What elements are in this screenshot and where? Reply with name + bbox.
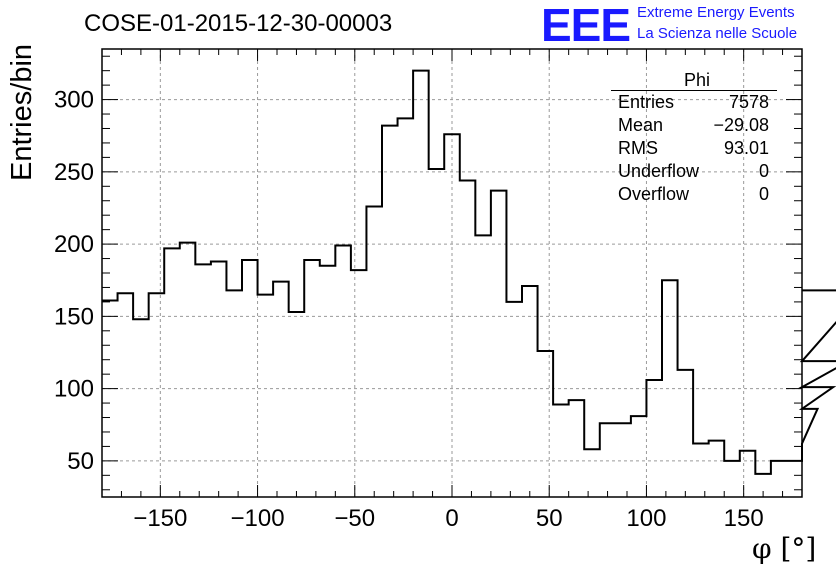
histogram-bin	[133, 319, 149, 497]
histogram-bin	[149, 293, 165, 497]
stats-value: 7578	[728, 92, 769, 112]
histogram-bin	[631, 416, 647, 497]
x-tick-label: 100	[626, 505, 666, 532]
histogram-bin	[164, 248, 180, 497]
logo-caption-line1: Extreme Energy Events	[637, 4, 795, 21]
x-tick-label: 150	[724, 505, 764, 532]
stats-value: 0	[758, 184, 769, 204]
histogram-bin	[553, 405, 569, 497]
histogram-bin	[786, 461, 802, 497]
histogram-bin	[180, 243, 196, 497]
histogram-bin	[491, 191, 507, 497]
histogram-bin	[522, 286, 538, 497]
histogram-bin	[475, 235, 491, 497]
histogram-bin	[615, 423, 631, 497]
histogram-bin	[195, 264, 211, 497]
histogram-bin	[398, 118, 414, 497]
x-tick-label: −150	[133, 505, 187, 532]
chart-title: COSE-01-2015-12-30-00003	[84, 10, 393, 37]
histogram-bin	[600, 423, 616, 497]
stats-box: Phi Entries 7578 Mean −29.08 RMS 93.01 U…	[611, 70, 777, 206]
stats-row-underflow: Underflow 0	[611, 160, 777, 183]
histogram-bin	[382, 126, 398, 497]
histogram-bin	[584, 449, 600, 497]
histogram-series-line	[102, 69, 836, 475]
histogram-bin	[320, 266, 336, 497]
histogram-bin	[538, 351, 554, 497]
histogram-bin	[413, 71, 429, 497]
histogram-bin	[771, 461, 787, 497]
y-tick-label: 200	[54, 231, 94, 258]
stats-row-entries: Entries 7578	[611, 91, 777, 114]
histogram-bin	[740, 451, 756, 497]
y-tick-label: 250	[54, 159, 94, 186]
histogram-bin	[351, 270, 367, 497]
histogram-bin	[366, 207, 382, 497]
stats-row-overflow: Overflow 0	[611, 183, 777, 206]
histogram-bin	[724, 461, 740, 497]
logo-caption-line2: La Scienza nelle Scuole	[637, 25, 798, 42]
histogram-bin	[678, 370, 694, 497]
histogram-bin	[444, 134, 460, 497]
y-tick-label: 50	[67, 448, 94, 475]
stats-row-rms: RMS 93.01	[611, 137, 777, 160]
stats-value: −29.08	[713, 115, 769, 135]
y-tick-label: 150	[54, 303, 94, 330]
stats-row-mean: Mean −29.08	[611, 114, 777, 137]
stats-key: Entries	[618, 92, 675, 112]
stats-value: 0	[758, 161, 769, 181]
stats-value: 93.01	[723, 138, 769, 158]
histogram-bin	[102, 300, 118, 497]
histogram-bin	[506, 302, 522, 497]
histogram-bin	[335, 246, 351, 497]
stats-key: Underflow	[618, 161, 700, 181]
histogram-bin	[258, 295, 274, 497]
stats-key: Overflow	[618, 184, 690, 204]
y-tick-label: 300	[54, 87, 94, 114]
histogram-bin	[226, 290, 242, 497]
histogram-bin	[429, 169, 445, 497]
stats-key: RMS	[618, 138, 658, 158]
x-axis-label: φ [°]	[752, 532, 817, 565]
eee-logo: EEE	[541, 0, 631, 51]
y-axis-label: Entries/bin	[6, 43, 38, 181]
histogram-bin	[569, 400, 585, 497]
histogram-bin	[709, 441, 725, 497]
x-tick-label: −50	[334, 505, 375, 532]
y-tick-label: 100	[54, 376, 94, 403]
stats-name: Phi	[611, 70, 777, 91]
histogram-bin	[273, 282, 289, 497]
x-tick-label: 0	[445, 505, 458, 532]
histogram-bin	[304, 260, 320, 497]
histogram-bin	[289, 312, 305, 497]
histogram-bin	[242, 260, 258, 497]
histogram-bin	[460, 181, 476, 497]
histogram-bin	[118, 293, 134, 497]
histogram-bin	[693, 444, 709, 497]
stats-key: Mean	[618, 115, 664, 135]
x-tick-label: −100	[231, 505, 285, 532]
histogram-bin	[211, 261, 227, 497]
histogram-bin	[662, 280, 678, 497]
histogram-bin	[646, 380, 662, 497]
x-tick-label: 50	[536, 505, 563, 532]
